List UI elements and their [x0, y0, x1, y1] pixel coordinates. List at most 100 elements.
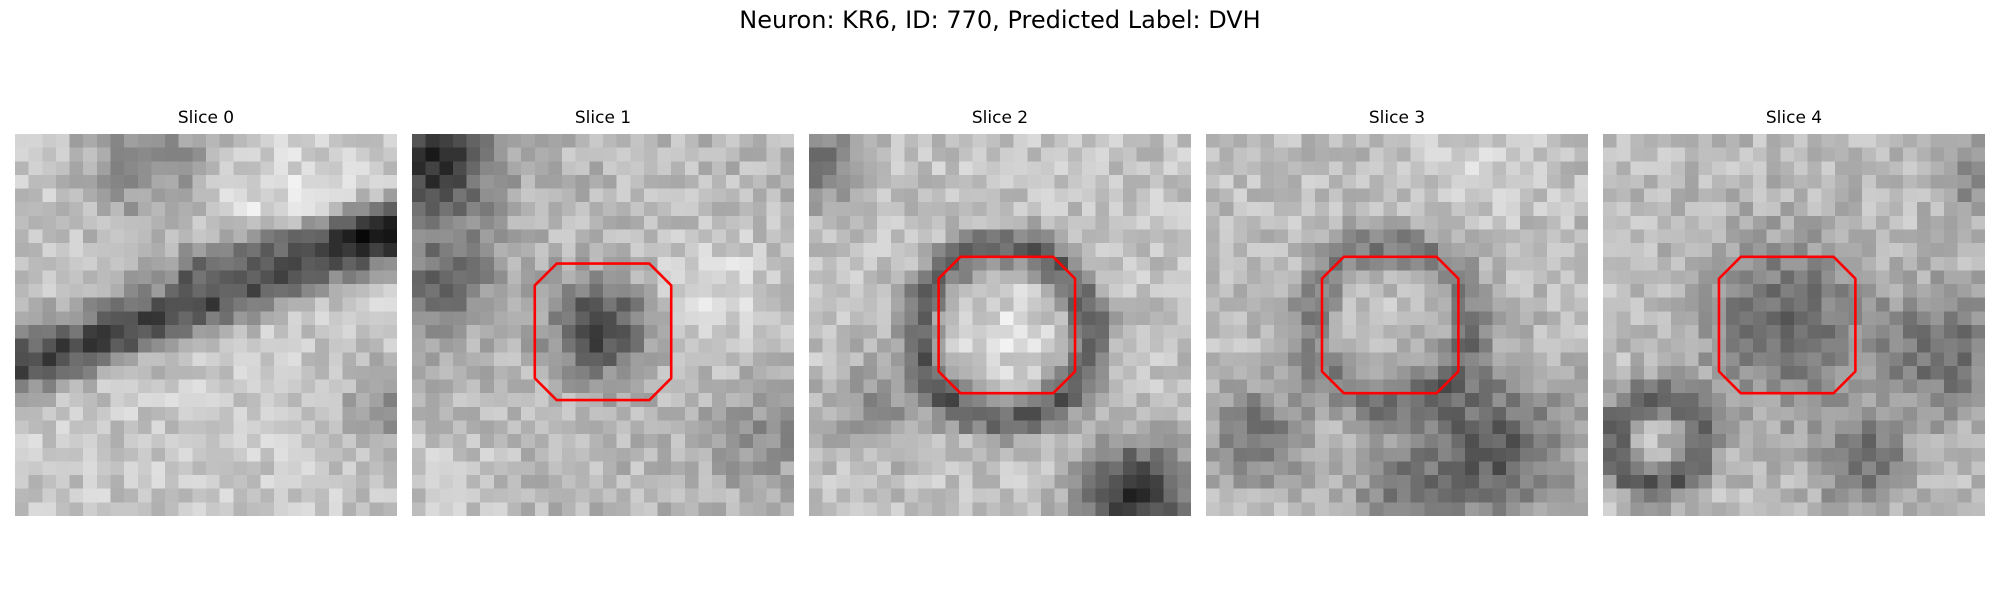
image-pixel [383, 434, 397, 449]
image-pixel [548, 311, 563, 326]
image-pixel [15, 352, 29, 367]
image-pixel [493, 174, 508, 189]
image-pixel [643, 365, 658, 380]
image-pixel [1122, 243, 1137, 258]
image-pixel [1451, 406, 1466, 421]
image-pixel [1712, 475, 1727, 489]
image-pixel [1725, 325, 1740, 339]
image-pixel [412, 475, 426, 489]
image-pixel [1027, 161, 1042, 176]
image-pixel [1506, 161, 1521, 176]
image-pixel [671, 270, 686, 285]
image-pixel [425, 434, 440, 449]
image-pixel [712, 488, 727, 503]
image-pixel [877, 447, 892, 462]
image-pixel [507, 134, 522, 148]
image-pixel [1054, 297, 1069, 312]
image-pixel [521, 256, 536, 271]
image-pixel [1834, 338, 1849, 353]
image-pixel [1206, 475, 1220, 489]
image-pixel [1848, 202, 1863, 217]
image-pixel [698, 147, 713, 162]
image-pixel [890, 161, 905, 176]
image-pixel [1342, 297, 1357, 312]
image-pixel [260, 311, 275, 326]
image-pixel [480, 502, 495, 516]
image-pixel [630, 215, 645, 230]
image-pixel [890, 488, 905, 503]
image-pixel [301, 147, 316, 162]
image-pixel [1657, 475, 1672, 489]
image-pixel [425, 365, 440, 380]
image-pixel [521, 475, 536, 489]
image-pixel [1000, 229, 1014, 244]
image-pixel [603, 420, 617, 435]
image-pixel [246, 134, 261, 148]
image-pixel [1875, 202, 1890, 217]
image-pixel [1027, 502, 1042, 516]
image-pixel [1547, 447, 1561, 462]
image-pixel [1957, 365, 1972, 380]
image-pixel [1410, 447, 1425, 462]
image-pixel [342, 311, 357, 326]
image-pixel [972, 406, 987, 421]
image-pixel [753, 174, 767, 189]
image-pixel [1725, 284, 1740, 298]
image-pixel [1875, 420, 1890, 435]
image-pixel [1671, 434, 1686, 449]
image-pixel [1027, 488, 1042, 503]
image-pixel [315, 352, 330, 367]
image-pixel [1519, 325, 1534, 339]
image-pixel [1492, 256, 1507, 271]
image-pixel [575, 488, 590, 503]
image-pixel [616, 202, 631, 217]
image-pixel [246, 461, 261, 476]
image-pixel [1027, 352, 1042, 367]
image-pixel [890, 188, 905, 203]
image-pixel [1753, 338, 1767, 353]
image-pixel [287, 161, 302, 176]
image-pixel [466, 188, 481, 203]
image-pixel [1944, 434, 1958, 449]
image-pixel [1328, 461, 1343, 476]
image-pixel [1081, 256, 1096, 271]
image-pixel [1616, 379, 1631, 394]
image-pixel [1848, 243, 1863, 258]
image-pixel [1903, 379, 1918, 394]
image-pixel [521, 174, 536, 189]
image-pixel [1684, 338, 1699, 353]
image-pixel [1930, 297, 1945, 312]
image-pixel [1027, 147, 1042, 162]
image-pixel [1862, 352, 1877, 367]
image-pixel [877, 379, 892, 394]
image-pixel [328, 502, 343, 516]
image-pixel [507, 325, 522, 339]
slice-title: Slice 2 [971, 108, 1029, 128]
image-pixel [356, 229, 370, 244]
image-pixel [1233, 502, 1248, 516]
image-pixel [643, 379, 658, 394]
image-pixel [849, 134, 864, 148]
image-pixel [137, 134, 152, 148]
image-pixel [493, 475, 508, 489]
image-pixel [165, 243, 179, 258]
image-pixel [1274, 243, 1289, 258]
image-pixel [1465, 393, 1480, 408]
image-pixel [425, 338, 440, 353]
image-pixel [1807, 215, 1822, 230]
image-pixel [260, 243, 275, 258]
image-pixel [603, 434, 617, 449]
image-pixel [342, 475, 357, 489]
image-pixel [1875, 393, 1890, 408]
image-pixel [1013, 502, 1028, 516]
image-pixel [1903, 243, 1918, 258]
image-pixel [1698, 420, 1713, 435]
image-pixel [439, 243, 454, 258]
image-pixel [548, 229, 563, 244]
image-pixel [28, 352, 43, 367]
image-pixel [1095, 447, 1110, 462]
image-pixel [1506, 420, 1521, 435]
image-pixel [863, 365, 878, 380]
image-pixel [1095, 420, 1110, 435]
image-pixel [1451, 379, 1466, 394]
